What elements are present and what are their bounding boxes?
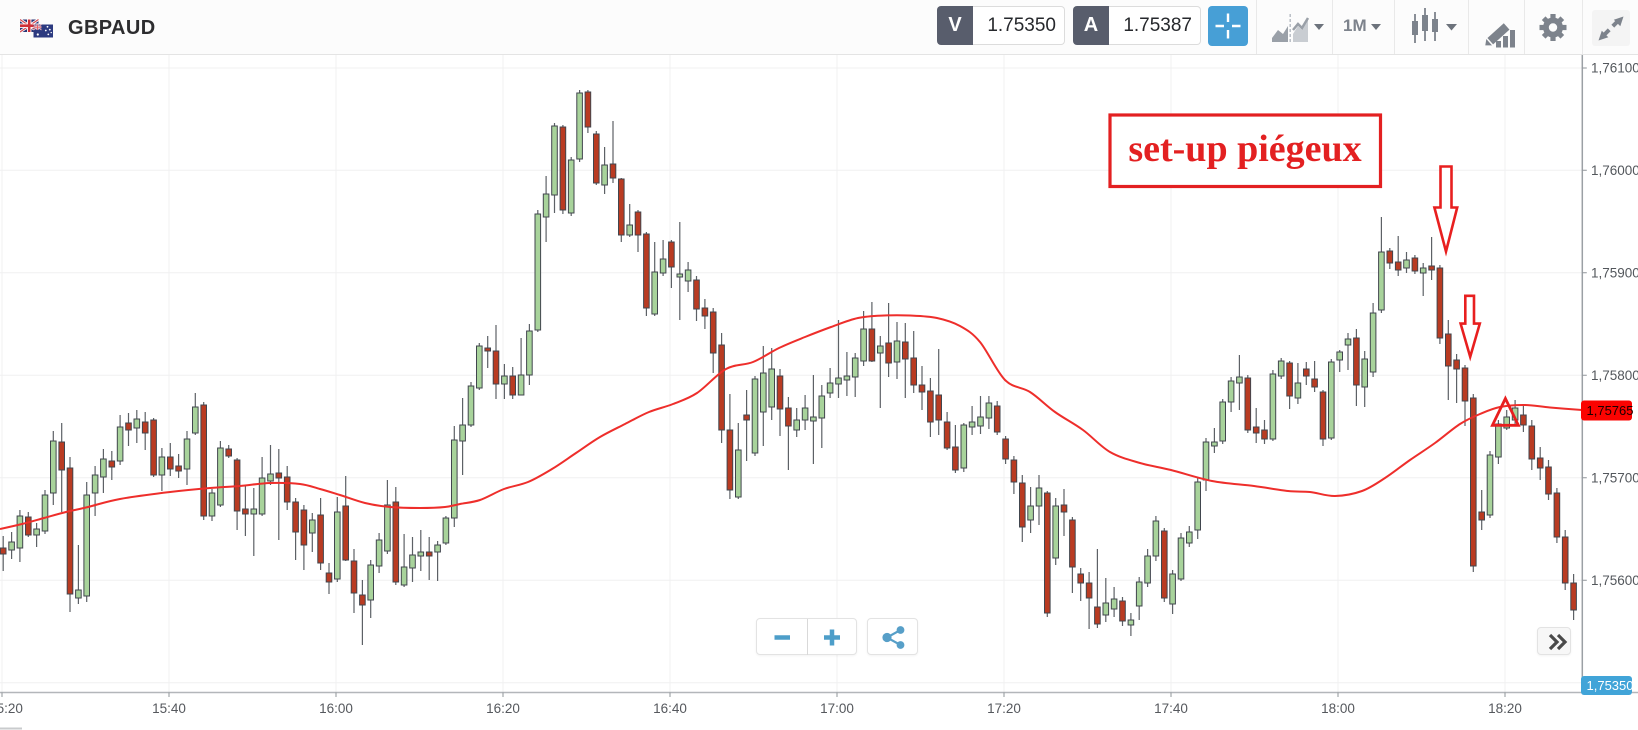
- svg-text:1,76100: 1,76100: [1591, 61, 1638, 76]
- svg-text:18:00: 18:00: [1321, 701, 1355, 716]
- svg-text:1,75765: 1,75765: [1587, 403, 1634, 418]
- svg-text:1,75700: 1,75700: [1591, 470, 1638, 485]
- svg-text:1,75350: 1,75350: [1587, 678, 1634, 693]
- svg-text:1,75600: 1,75600: [1591, 573, 1638, 588]
- svg-text:17:40: 17:40: [1154, 701, 1188, 716]
- svg-text:17:00: 17:00: [820, 701, 854, 716]
- svg-text:1,76000: 1,76000: [1591, 163, 1638, 178]
- svg-text:16:40: 16:40: [653, 701, 687, 716]
- svg-text:1,75900: 1,75900: [1591, 265, 1638, 280]
- svg-text:18:20: 18:20: [1488, 701, 1522, 716]
- svg-text:1,75800: 1,75800: [1591, 368, 1638, 383]
- svg-text:16:20: 16:20: [486, 701, 520, 716]
- svg-text:17:20: 17:20: [987, 701, 1021, 716]
- svg-text:15:20: 15:20: [0, 701, 23, 716]
- svg-text:set-up piégeux: set-up piégeux: [1128, 128, 1361, 170]
- svg-text:15:40: 15:40: [152, 701, 186, 716]
- svg-text:16:00: 16:00: [319, 701, 353, 716]
